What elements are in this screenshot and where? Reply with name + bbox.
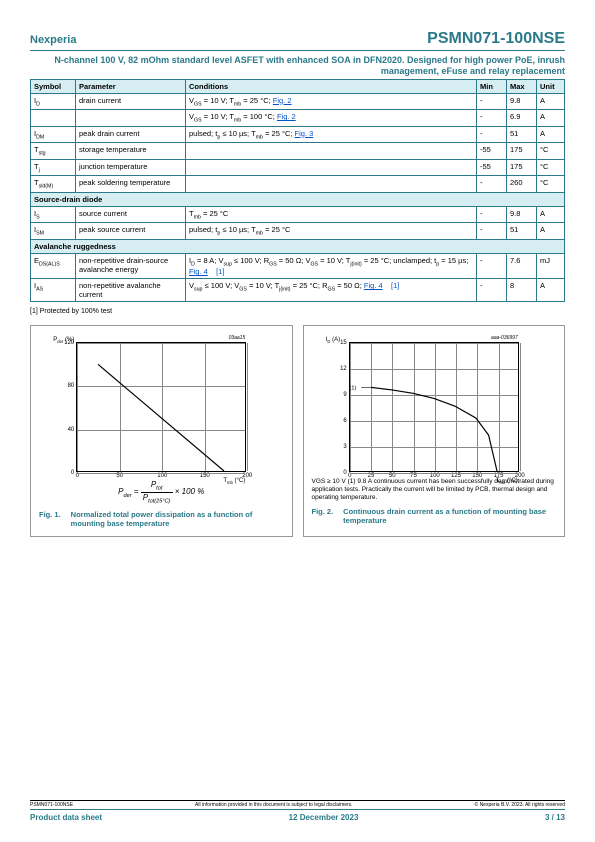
fig-link[interactable]: Fig. 3 xyxy=(295,129,314,138)
table-row: IDdrain currentVGS = 10 V; Tmb = 25 °C; … xyxy=(31,93,565,110)
section-row: Avalanche ruggedness xyxy=(31,239,565,253)
table-row: EDS(AL)Snon-repetitive drain-source aval… xyxy=(31,253,565,279)
figure-1-box: 03aa1505010015020004080120Pder (%)Tmb (°… xyxy=(30,325,293,537)
footer-top-left: PSMN071-100NSE xyxy=(30,802,73,808)
fig1-formula: Pder = PtotPtot(25°C) × 100 % xyxy=(39,480,284,504)
spec-table: SymbolParameterConditionsMinMaxUnit IDdr… xyxy=(30,79,565,303)
table-row: Tsld(M)peak soldering temperature-260°C xyxy=(31,176,565,193)
part-number: PSMN071-100NSE xyxy=(427,30,565,48)
fig1-chart: 03aa1505010015020004080120Pder (%)Tmb (°… xyxy=(76,342,246,472)
col-header: Symbol xyxy=(31,79,76,93)
figures-row: 03aa1505010015020004080120Pder (%)Tmb (°… xyxy=(30,325,565,537)
col-header: Max xyxy=(507,79,537,93)
footer-bot-left: Product data sheet xyxy=(30,813,102,822)
table-row: ISsource currentTmb = 25 °C-9.8A xyxy=(31,206,565,223)
fig2-chart: aaa-036997025507510012515017520003691215… xyxy=(349,342,519,472)
fig-link[interactable]: Fig. 2 xyxy=(273,96,292,105)
table-row: ISMpeak source currentpulsed; tp ≤ 10 µs… xyxy=(31,223,565,240)
table-row: IASnon-repetitive avalanche currentVsup … xyxy=(31,279,565,302)
fig-link[interactable]: Fig. 2 xyxy=(277,112,296,121)
col-header: Unit xyxy=(537,79,565,93)
footer-top-center: All information provided in this documen… xyxy=(195,802,353,808)
col-header: Conditions xyxy=(186,79,477,93)
figure-2-box: aaa-036997025507510012515017520003691215… xyxy=(303,325,566,537)
col-header: Min xyxy=(477,79,507,93)
company-name: Nexperia xyxy=(30,34,76,46)
table-row: IDMpeak drain currentpulsed; tp ≤ 10 µs;… xyxy=(31,126,565,143)
footer-bot-center: 12 December 2023 xyxy=(289,813,359,822)
header: Nexperia PSMN071-100NSE xyxy=(30,30,565,51)
fig2-caption: Fig. 2. Continuous drain current as a fu… xyxy=(312,507,557,525)
table-row: VGS = 10 V; Tmb = 100 °C; Fig. 2-6.9A xyxy=(31,110,565,127)
svg-text:(1): (1) xyxy=(350,385,357,391)
footer: PSMN071-100NSE All information provided … xyxy=(30,800,565,822)
table-row: Tjjunction temperature-55175°C xyxy=(31,159,565,176)
section-row: Source-drain diode xyxy=(31,192,565,206)
subtitle: N-channel 100 V, 82 mOhm standard level … xyxy=(30,55,565,77)
fig1-caption: Fig. 1. Normalized total power dissipati… xyxy=(39,510,284,528)
col-header: Parameter xyxy=(76,79,186,93)
fig-link[interactable]: Fig. 4 xyxy=(364,281,383,290)
fig2-note: VGS ≥ 10 V (1) 9.8 A continuous current … xyxy=(312,478,557,501)
fig-link[interactable]: Fig. 4 xyxy=(189,267,208,276)
footnote: [1] Protected by 100% test xyxy=(30,308,565,315)
footer-top-right: © Nexperia B.V. 2023. All rights reserve… xyxy=(475,802,566,808)
table-row: Tstgstorage temperature-55175°C xyxy=(31,143,565,160)
footnote-ref[interactable]: [1] xyxy=(391,281,399,290)
footnote-ref[interactable]: [1] xyxy=(216,267,224,276)
footer-bot-right: 3 / 13 xyxy=(545,813,565,822)
